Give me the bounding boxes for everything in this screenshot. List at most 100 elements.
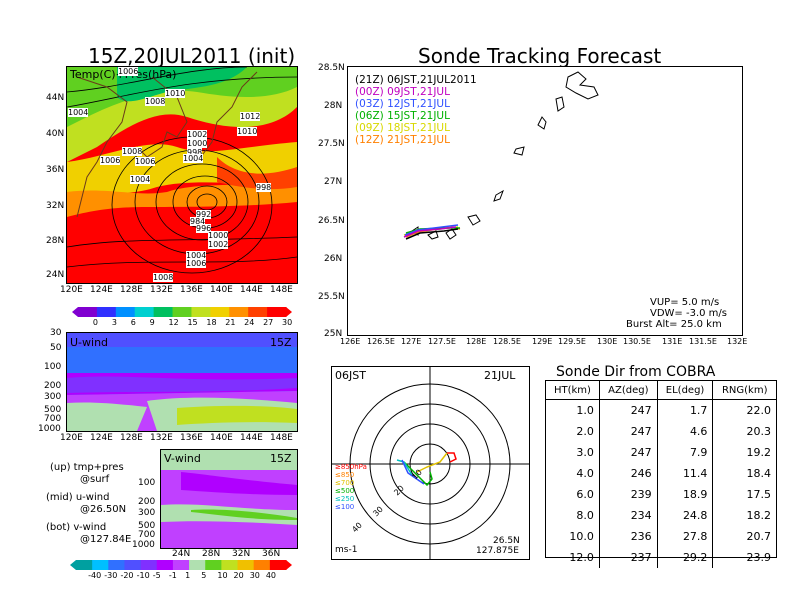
p-tick: 300 (44, 392, 62, 402)
column-header: EL(deg) (656, 381, 713, 400)
contour-label: 1008 (153, 273, 174, 282)
contour-label: 1002 (208, 240, 229, 249)
lon-label: 144E (240, 285, 263, 295)
lon-label: 130E (597, 337, 618, 346)
colorbar-swatch (229, 307, 249, 317)
p-tick: 100 (44, 362, 62, 372)
colorbar-swatch (172, 307, 192, 317)
p-tick: 200 (44, 381, 62, 391)
main-map-title: 15Z,20JUL2011 (init) (88, 44, 296, 68)
cobra-table: HT(km) AZ(deg) EL(deg) RNG(km) 1.0 247 1.7… (546, 381, 776, 568)
table-row: 6.0 239 18.9 17.5 (546, 484, 776, 505)
tracking-title: Sonde Tracking Forecast (418, 44, 662, 68)
cobra-title: Sonde Dir from COBRA (556, 364, 716, 380)
table-header-row: HT(km) AZ(deg) EL(deg) RNG(km) (546, 381, 776, 400)
lon-label: 130.5E (623, 337, 651, 346)
table-cell: 20.7 (712, 526, 776, 547)
contour-label: 996 (196, 224, 212, 233)
contour-label: 1006 (135, 157, 156, 166)
contour-label: 1006 (118, 67, 139, 76)
lat-label: 25N (324, 329, 343, 339)
table-cell: 247 (598, 421, 658, 442)
level-label: ≤850 (335, 471, 355, 479)
contour-label: 1002 (187, 130, 208, 139)
polar-date: 21JUL (484, 369, 516, 382)
polar-loc-lat: 26.5N (493, 536, 520, 546)
contour-label: 1006 (100, 156, 121, 165)
colorbar-tick-label: -40 (88, 571, 102, 580)
colorbar-tick-label: -10 (136, 571, 150, 580)
colorbar-tick-label: 0 (92, 318, 98, 327)
colorbar-swatch (221, 560, 239, 570)
colorbar-swatch (124, 560, 142, 570)
lon-label: 127E (401, 337, 422, 346)
main-map-field (67, 67, 297, 274)
table-row: 8.0 234 24.8 18.2 (546, 505, 776, 526)
lon-label: 128E (120, 285, 143, 295)
colorbar-tick-label: 1 (185, 571, 191, 580)
lat-label: 28N (46, 236, 65, 246)
colorbar-swatch (153, 307, 174, 317)
colorbar-tick-label: 20 (233, 571, 244, 580)
level-label: ≤100 (335, 503, 355, 511)
lat-label: 32N (232, 549, 251, 559)
colorbar-swatch (115, 307, 136, 317)
colorbar-tick-label: 24 (244, 318, 255, 327)
lon-label: 132E (150, 285, 173, 295)
p-tick: 700 (138, 530, 156, 540)
lat-label: 28N (202, 549, 221, 559)
param-line: VDW= -3.0 m/s (650, 308, 727, 319)
contour-label: 1008 (145, 97, 166, 106)
lon-label: 128E (466, 337, 487, 346)
table-cell: 18.4 (712, 463, 776, 484)
lon-label: 148E (270, 285, 293, 295)
note-line: (mid) u-wind (46, 492, 110, 503)
lon-label: 140E (210, 433, 233, 443)
table-cell: 18.2 (712, 505, 776, 526)
note-line: @127.84E (80, 534, 132, 545)
colorbar-swatch (78, 307, 98, 317)
table-row: 4.0 246 11.4 18.4 (546, 463, 776, 484)
main-colorbar (72, 307, 292, 317)
lon-label: 128.5E (493, 337, 521, 346)
contour-label: 1010 (165, 89, 186, 98)
table-cell: 4.6 (656, 421, 713, 442)
colorbar-tick-label: 6 (130, 318, 136, 327)
table-cell: 29.2 (656, 547, 713, 568)
polar-loc-lon: 127.875E (476, 546, 519, 556)
contour-label: 1004 (68, 108, 89, 117)
contour-label: 998 (187, 148, 203, 157)
lon-label: 120E (60, 285, 83, 295)
contour-label: 1000 (208, 231, 229, 240)
lat-label: 24N (46, 270, 65, 280)
p-tick: 1000 (38, 424, 61, 434)
colorbar-end-left (72, 307, 78, 317)
p-tick: 200 (138, 497, 156, 507)
contour-label: 984 (190, 217, 206, 226)
colorbar-end-right (286, 560, 292, 570)
colorbar-tick-label: 30 (249, 571, 260, 580)
colorbar-tick-label: 27 (263, 318, 274, 327)
p-tick: 500 (44, 405, 62, 415)
level-label: ≥850hPa (335, 463, 367, 471)
lon-label: 126E (340, 337, 361, 346)
contour-label: 1004 (186, 251, 207, 260)
table-cell: 234 (598, 505, 658, 526)
table-row: 2.0 247 4.6 20.3 (546, 421, 776, 442)
p-tick: 100 (138, 478, 156, 488)
lat-label: 24N (172, 549, 191, 559)
legend-entry: (03Z) 12JST,21JUL (355, 98, 450, 110)
colorbar-swatch (267, 307, 287, 317)
table-cell: 4.0 (576, 467, 594, 480)
colorbar-tick-label: -1 (168, 571, 177, 580)
polar-panel (331, 366, 530, 560)
table-row: 12.0 237 29.2 23.9 (546, 547, 776, 568)
colorbar-swatch (96, 307, 117, 317)
vwind-time: 15Z (270, 452, 292, 465)
table-cell: 239 (598, 484, 658, 505)
lon-label: 136E (180, 285, 203, 295)
colorbar-swatch (172, 560, 190, 570)
lat-label: 36N (262, 549, 281, 559)
uwind-panel (66, 332, 298, 432)
level-label: ≤250 (335, 495, 355, 503)
